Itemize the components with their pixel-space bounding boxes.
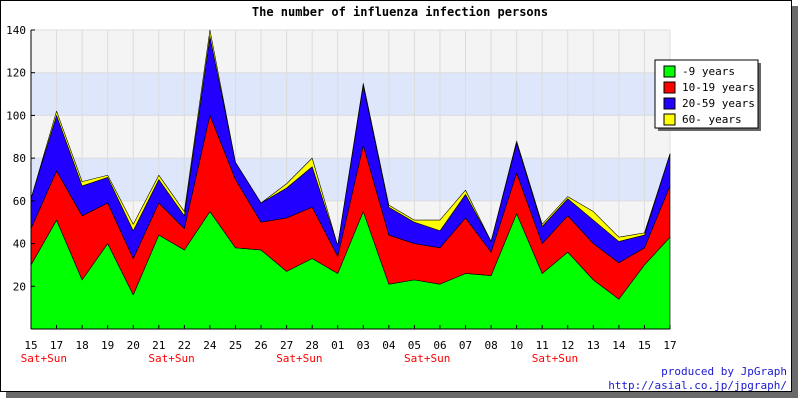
y-tick-label: 20 xyxy=(13,280,26,293)
x-tick-labels: 15 17 18 19 20 21 22 24 25 26 27 28 01 03 04 05 06 07 08 10… xyxy=(24,339,676,352)
x-tick-label: 10 xyxy=(510,339,523,352)
x-tick-label: 04 xyxy=(382,339,396,352)
grid-band xyxy=(31,30,670,73)
x-tick-label: 21 xyxy=(152,339,165,352)
x-tick-label: 14 xyxy=(612,339,626,352)
x-tick-label: 08 xyxy=(484,339,497,352)
y-tick-label: 40 xyxy=(13,238,26,251)
grid-band xyxy=(31,72,670,116)
y-tick-label: 120 xyxy=(6,67,26,80)
x-tick-label: 25 xyxy=(229,339,242,352)
x-tick-label: 17 xyxy=(663,339,676,352)
weekend-label: Sat+Sun xyxy=(532,352,578,365)
x-tick-label: 11 xyxy=(536,339,549,352)
legend-label: 60- years xyxy=(682,113,742,126)
x-tick-label: 17 xyxy=(50,339,63,352)
y-tick-label: 140 xyxy=(6,24,26,37)
y-tick-label: 60 xyxy=(13,195,26,208)
legend-swatch xyxy=(663,97,676,110)
legend: -9 years 10-19 years 20-59 years 60- years xyxy=(654,59,761,131)
y-tick-label: 80 xyxy=(13,152,26,165)
legend-label: -9 years xyxy=(682,65,735,78)
x-tick-label: 18 xyxy=(75,339,88,352)
x-tick-label: 22 xyxy=(178,339,191,352)
legend-swatch xyxy=(663,113,676,126)
x-tick-label: 27 xyxy=(280,339,293,352)
x-tick-label: 03 xyxy=(357,339,370,352)
legend-label: 20-59 years xyxy=(682,97,755,110)
credit-line-2: http://asial.co.jp/jpgraph/ xyxy=(608,379,787,392)
chart-title: The number of influenza infection person… xyxy=(252,5,548,19)
legend-swatch xyxy=(663,65,676,78)
legend-label: 10-19 years xyxy=(682,81,755,94)
x-tick-label: 26 xyxy=(254,339,267,352)
x-tick-label: 12 xyxy=(561,339,574,352)
weekend-label: Sat+Sun xyxy=(148,352,194,365)
x-tick-label: 13 xyxy=(587,339,600,352)
x-tick-label: 07 xyxy=(459,339,472,352)
area-60-years xyxy=(30,29,671,247)
axes xyxy=(30,29,671,330)
x-tick-label: 24 xyxy=(203,339,217,352)
frame-shadow-right xyxy=(792,6,798,398)
x-tick-label: 06 xyxy=(433,339,446,352)
y-tick-label: 100 xyxy=(6,109,26,122)
x-tick-label: 01 xyxy=(331,339,344,352)
x-tick-label: 05 xyxy=(408,339,421,352)
grid-band xyxy=(31,115,670,159)
credit-line-1: produced by JpGraph xyxy=(661,365,787,378)
legend-swatch xyxy=(663,81,676,94)
weekend-label: Sat+Sun xyxy=(276,352,322,365)
x-tick-label: 20 xyxy=(127,339,140,352)
x-tick-label: 15 xyxy=(24,339,37,352)
weekend-labels: Sat+Sun Sat+Sun Sat+Sun Sat+Sun Sat+Sun xyxy=(21,352,579,365)
y-tick-labels: 20 40 60 80 100 120 140 xyxy=(6,24,26,293)
weekend-label: Sat+Sun xyxy=(404,352,450,365)
x-tick-label: 28 xyxy=(306,339,319,352)
x-tick-label: 15 xyxy=(638,339,651,352)
frame-shadow-bottom xyxy=(6,392,798,398)
x-tick-label: 19 xyxy=(101,339,114,352)
weekend-label: Sat+Sun xyxy=(21,352,67,365)
